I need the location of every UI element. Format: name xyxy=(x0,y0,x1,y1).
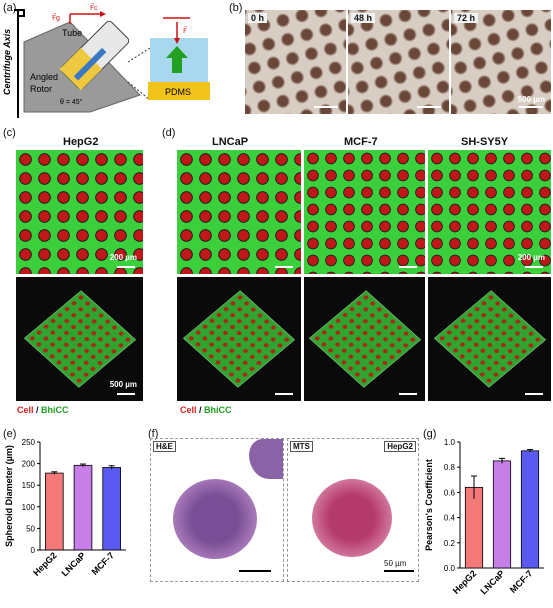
brightfield-image-48h: 48 h xyxy=(348,10,449,114)
pdms-label: PDMS xyxy=(165,87,191,97)
time-label-0h: 0 h xyxy=(248,13,268,23)
panel-b-label: (b) xyxy=(229,2,243,14)
panel-a-label: (a) xyxy=(3,2,17,14)
panel-c-label: (c) xyxy=(3,127,16,139)
y-axis-label: Pearson's Coefficient xyxy=(424,459,434,551)
scale-bar xyxy=(417,106,441,108)
scale-bar xyxy=(239,570,271,572)
y-tick-label: 0 xyxy=(31,546,36,555)
legend-cell: Cell xyxy=(17,405,34,415)
mcf7-title: MCF-7 xyxy=(344,136,378,148)
confocal-shsy5y-3d xyxy=(428,277,551,401)
rotor-label-2: Rotor xyxy=(30,84,52,94)
panel-d-label: (d) xyxy=(162,127,176,139)
confocal-lncap-top xyxy=(177,150,301,274)
scale-bar xyxy=(519,106,543,108)
mts-label: MTS xyxy=(290,441,313,452)
shsy5y-title: SH-SY5Y xyxy=(461,136,509,148)
centrifuge-axis-label: Centrifuge Axis xyxy=(2,29,12,95)
he-spheroid-partial xyxy=(249,439,283,479)
y-tick-label: 250 xyxy=(22,438,36,447)
panel-g-label: (g) xyxy=(423,428,437,440)
force-fg-label: F⃗g xyxy=(52,13,60,22)
confocal-hepg2-top: 200 µm xyxy=(16,150,143,274)
mts-spheroid xyxy=(312,479,392,557)
he-spheroid xyxy=(173,479,257,559)
y-tick-label: 50 xyxy=(26,524,35,533)
bar-hepg2 xyxy=(464,486,484,569)
x-tick-label: MCF-7 xyxy=(508,568,535,595)
y-tick-label: 0.0 xyxy=(444,564,456,573)
legend-sep: / xyxy=(33,405,42,415)
x-tick-label: LNCaP xyxy=(59,550,87,578)
scale-bar-label: 500 µm xyxy=(517,95,545,104)
y-tick-label: 150 xyxy=(22,481,36,490)
confocal-mcf7-3d xyxy=(304,277,425,401)
bar-hepg2 xyxy=(45,472,64,551)
time-label-72h: 72 h xyxy=(454,13,479,23)
bar-mcf-7 xyxy=(520,450,540,569)
x-tick-label: HepG2 xyxy=(31,550,59,578)
time-label-48h: 48 h xyxy=(351,13,376,23)
scale-bar-label: 50 µm xyxy=(384,559,407,568)
brightfield-image-72h: 72 h 500 µm xyxy=(451,10,551,114)
y-tick-label: 0.4 xyxy=(444,514,456,523)
legend-cell-bhicc-d: Cell / BhiCC xyxy=(180,405,232,415)
bar-lncap xyxy=(73,464,93,551)
x-tick-label: MCF-7 xyxy=(90,550,117,577)
x-tick-label: LNCaP xyxy=(478,568,506,596)
scale-bar xyxy=(314,106,338,108)
rotor-label: Angled xyxy=(30,72,58,82)
he-label: H&E xyxy=(153,441,176,452)
y-tick-label: 200 xyxy=(22,460,36,469)
confocal-mcf7-top xyxy=(304,150,425,274)
scale-bar-label: 200 µm xyxy=(109,253,137,262)
hepg2-title: HepG2 xyxy=(63,136,99,148)
he-stain-image: H&E xyxy=(150,438,284,582)
spheroid-diameter-chart: 0 50 100 150 200 250 Spheroid Diameter (µm) Hep… xyxy=(4,438,126,578)
legend-cell: Cell xyxy=(180,405,197,415)
scale-bar xyxy=(399,266,417,268)
confocal-lncap-3d xyxy=(177,277,301,401)
scale-bar-label: 200 µm xyxy=(517,253,545,262)
y-tick-label: 1.0 xyxy=(444,438,456,447)
y-axis-label: Spheroid Diameter (µm) xyxy=(4,445,14,547)
centrifuge-schematic: Centrifuge Axis Angled Rotor Tube θ = 45… xyxy=(2,3,210,118)
panel-f-label: (f) xyxy=(148,428,159,440)
scale-bar xyxy=(384,570,414,572)
y-tick-label: 0.8 xyxy=(444,463,456,472)
tube-label: Tube xyxy=(62,28,82,38)
confocal-hepg2-3d: 500 µm xyxy=(16,277,143,401)
scale-bar xyxy=(275,393,293,395)
angle-label: θ = 45° xyxy=(60,98,83,106)
legend-bhicc: BhiCC xyxy=(204,405,232,415)
scale-bar-label: 500 µm xyxy=(109,380,137,389)
force-f-label: F⃗ xyxy=(183,26,187,35)
scale-bar xyxy=(275,266,293,268)
bar-mcf-7 xyxy=(102,467,121,551)
scale-bar xyxy=(117,393,135,395)
confocal-shsy5y-top: 200 µm xyxy=(428,150,551,274)
scale-bar xyxy=(399,393,417,395)
legend-bhicc: BhiCC xyxy=(41,405,69,415)
y-tick-label: 0.2 xyxy=(444,539,456,548)
legend-cell-bhicc: Cell / BhiCC xyxy=(17,405,69,415)
scale-bar xyxy=(117,266,135,268)
panel-e-label: (e) xyxy=(3,428,17,440)
bar-lncap xyxy=(492,460,512,569)
force-fc-label: F⃗c xyxy=(90,3,98,12)
lncap-title: LNCaP xyxy=(212,136,249,148)
scale-bar xyxy=(525,266,543,268)
y-tick-label: 0.6 xyxy=(444,488,456,497)
scale-bar xyxy=(525,393,543,395)
legend-sep: / xyxy=(196,405,205,415)
hepg2-cell-label: HepG2 xyxy=(384,441,416,452)
y-tick-label: 100 xyxy=(22,503,36,512)
mts-stain-image: MTS HepG2 50 µm xyxy=(287,438,419,582)
brightfield-image-0h: 0 h xyxy=(245,10,346,114)
